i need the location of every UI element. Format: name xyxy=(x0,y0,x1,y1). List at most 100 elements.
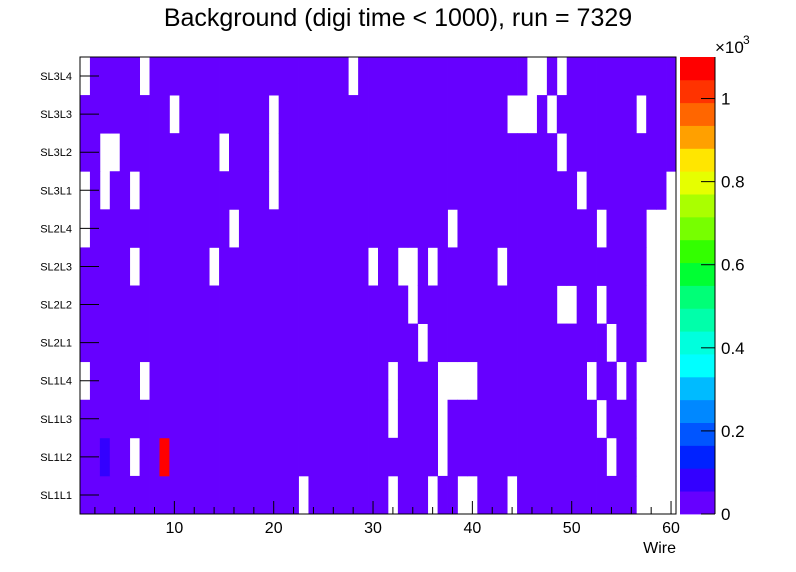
heatmap-cell xyxy=(288,323,299,363)
heatmap-cell xyxy=(517,437,528,477)
heatmap-cell xyxy=(467,57,478,96)
heatmap-cell xyxy=(576,323,587,363)
heatmap-cell xyxy=(636,209,647,248)
heatmap-cell xyxy=(149,247,160,286)
heatmap-cell xyxy=(556,323,568,363)
y-tick-label: SL2L3 xyxy=(40,261,72,273)
heatmap-cell xyxy=(626,247,637,286)
heatmap-cell xyxy=(546,285,558,324)
heatmap-cell xyxy=(358,247,369,286)
heatmap-cell xyxy=(288,57,299,96)
heatmap-cell xyxy=(546,437,558,477)
heatmap-cell xyxy=(189,133,200,172)
heatmap-cell xyxy=(129,285,140,324)
heatmap-cell xyxy=(308,323,319,363)
y-tick-label: SL1L1 xyxy=(40,490,72,502)
heatmap-cell xyxy=(387,285,399,324)
heatmap-cell xyxy=(229,437,240,477)
heatmap-cell xyxy=(368,209,379,248)
heatmap-cell xyxy=(477,247,488,286)
heatmap-cell xyxy=(477,361,488,401)
heatmap-cell xyxy=(606,57,617,96)
heatmap-cell xyxy=(467,133,478,172)
heatmap-cell xyxy=(298,133,309,172)
heatmap-cell xyxy=(328,171,339,210)
heatmap-cell xyxy=(109,171,121,210)
heatmap-cell xyxy=(288,133,299,172)
heatmap-cell xyxy=(209,323,220,363)
heatmap-cell xyxy=(328,437,339,477)
heatmap-cell xyxy=(596,475,607,515)
heatmap-cell xyxy=(308,95,319,134)
heatmap-cell xyxy=(139,285,150,324)
heatmap-cell xyxy=(646,95,657,134)
heatmap-cell xyxy=(139,475,150,515)
heatmap-cell xyxy=(626,361,637,401)
heatmap-cell xyxy=(576,475,587,515)
heatmap-cell xyxy=(149,437,160,477)
heatmap-cell xyxy=(606,95,617,134)
heatmap-cell xyxy=(457,133,468,172)
heatmap-cell xyxy=(566,133,578,172)
heatmap-cell xyxy=(407,209,419,248)
heatmap-cell xyxy=(626,437,637,477)
heatmap-cell xyxy=(338,399,349,439)
heatmap-cell xyxy=(348,171,359,210)
heatmap-cell xyxy=(447,95,458,134)
heatmap-cell xyxy=(248,133,260,172)
heatmap-cell xyxy=(497,475,508,515)
heatmap-cell xyxy=(129,361,140,401)
heatmap-cell xyxy=(586,209,597,248)
heatmap-cell xyxy=(318,323,329,363)
heatmap-cell xyxy=(656,133,667,172)
heatmap-cell xyxy=(477,133,488,172)
heatmap-cell xyxy=(129,95,140,134)
heatmap-cell xyxy=(199,247,210,286)
heatmap-cell xyxy=(536,323,548,363)
heatmap-cell xyxy=(169,57,180,96)
heatmap-cell xyxy=(358,399,369,439)
heatmap-cell xyxy=(159,285,170,324)
heatmap-cell xyxy=(169,361,180,401)
colorbar-band xyxy=(680,308,715,332)
heatmap-cell xyxy=(477,95,488,134)
heatmap-cell xyxy=(258,475,270,515)
heatmap-cell xyxy=(626,209,637,248)
heatmap-cell xyxy=(546,171,558,210)
heatmap-cell xyxy=(219,57,230,96)
heatmap-cell xyxy=(229,361,240,401)
heatmap-cell xyxy=(338,437,349,477)
heatmap-cell xyxy=(318,171,329,210)
heatmap-cell xyxy=(209,57,220,96)
heatmap-cell xyxy=(616,247,627,286)
heatmap-cell xyxy=(397,437,409,477)
heatmap-cell xyxy=(238,437,250,477)
colorbar-tick-label: 0 xyxy=(721,505,730,524)
heatmap-cell xyxy=(268,361,280,401)
heatmap-cell xyxy=(546,361,558,401)
heatmap-cell xyxy=(596,95,607,134)
heatmap-cell xyxy=(268,209,280,248)
heatmap-cell xyxy=(457,285,468,324)
heatmap-cell xyxy=(298,95,309,134)
chart-title: Background (digi time < 1000), run = 732… xyxy=(163,4,633,32)
heatmap-cell xyxy=(566,57,578,96)
heatmap-cell xyxy=(576,95,587,134)
colorbar-band xyxy=(680,285,715,309)
heatmap-cell xyxy=(437,323,448,363)
heatmap-cell xyxy=(179,475,190,515)
colorbar-tick-label: 0.4 xyxy=(721,339,745,358)
heatmap-cell xyxy=(586,57,597,96)
heatmap-cell xyxy=(159,209,170,248)
heatmap-cell xyxy=(288,437,299,477)
heatmap-cell xyxy=(397,323,409,363)
heatmap-cell xyxy=(546,209,558,248)
heatmap-cell xyxy=(636,247,647,286)
heatmap-cell xyxy=(407,437,419,477)
heatmap-cell xyxy=(517,361,528,401)
heatmap-cell xyxy=(278,285,289,324)
colorbar-band xyxy=(680,171,715,195)
heatmap-cell xyxy=(119,285,131,324)
heatmap-cell xyxy=(109,57,121,96)
heatmap-cell xyxy=(328,247,339,286)
